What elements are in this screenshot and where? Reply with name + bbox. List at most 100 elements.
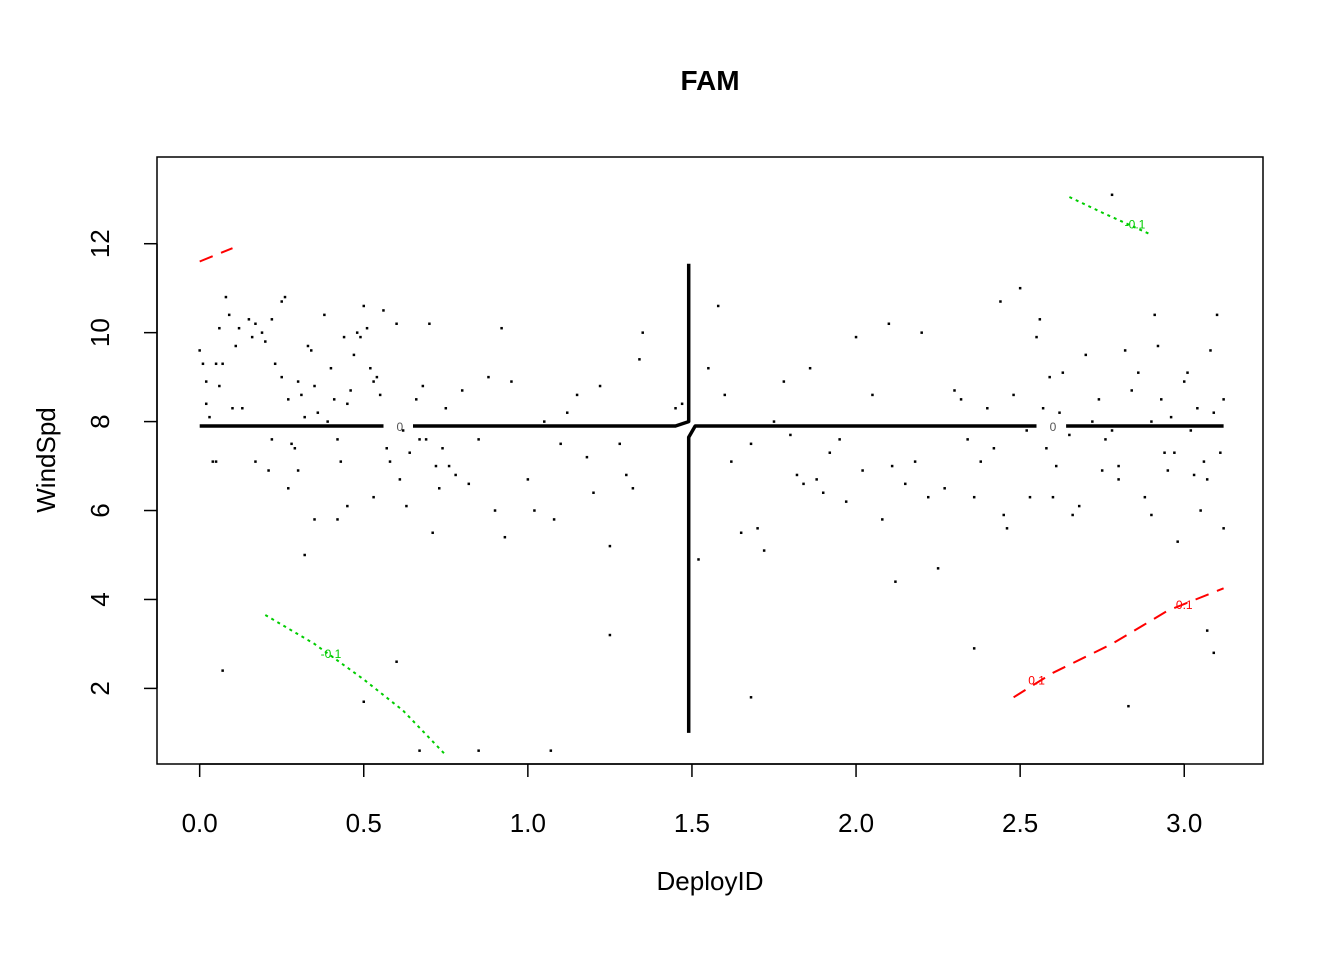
data-point: [415, 398, 418, 401]
data-point: [303, 415, 306, 419]
data-point: [441, 447, 444, 450]
data-point: [526, 478, 530, 481]
data-point: [730, 460, 733, 463]
data-point: [782, 380, 786, 383]
data-point: [500, 326, 503, 330]
data-point: [1041, 406, 1045, 410]
data-point: [405, 504, 408, 508]
data-point: [352, 353, 356, 357]
contour-line: [199, 247, 233, 263]
data-point: [444, 406, 448, 410]
data-point: [346, 402, 349, 406]
data-point: [1084, 353, 1088, 357]
data-point: [1212, 411, 1216, 414]
data-point: [287, 487, 290, 490]
data-point: [477, 749, 480, 752]
data-point: [270, 438, 274, 441]
data-point: [447, 464, 451, 468]
data-point: [887, 322, 891, 326]
data-point: [1071, 513, 1074, 517]
data-point: [972, 495, 976, 499]
data-point: [549, 749, 553, 752]
x-tick-label: 0.0: [182, 808, 218, 838]
data-point: [592, 491, 595, 494]
data-point: [1215, 313, 1219, 317]
data-point: [1110, 193, 1114, 197]
contour-label: -0.1: [1125, 218, 1146, 232]
data-point: [1012, 393, 1015, 397]
data-point: [221, 669, 224, 672]
data-point: [293, 447, 297, 450]
data-point: [739, 531, 743, 535]
x-tick-label: 2.0: [838, 808, 874, 838]
data-point: [237, 326, 241, 330]
data-point: [641, 331, 644, 334]
data-point: [362, 700, 366, 703]
data-point: [316, 411, 320, 414]
data-point: [408, 451, 411, 454]
data-point: [815, 478, 818, 481]
data-point: [267, 469, 270, 472]
data-point: [1169, 415, 1173, 419]
data-point: [533, 509, 536, 512]
data-point: [1212, 651, 1216, 655]
y-tick-label: 10: [85, 318, 115, 347]
data-point: [382, 309, 385, 312]
data-point: [218, 384, 221, 388]
data-point: [1163, 451, 1166, 454]
data-point: [1005, 527, 1009, 530]
data-point: [926, 495, 930, 499]
data-point: [1137, 371, 1140, 374]
data-point: [936, 567, 940, 570]
data-point: [1028, 495, 1032, 499]
data-point: [421, 384, 425, 388]
data-point: [1123, 349, 1127, 352]
data-point: [231, 406, 234, 410]
data-point: [979, 460, 983, 463]
data-point: [1173, 451, 1176, 454]
data-point: [1051, 495, 1055, 499]
data-point: [395, 322, 398, 326]
data-point: [260, 331, 264, 334]
data-point: [510, 380, 513, 383]
data-point: [1054, 464, 1058, 468]
data-point: [762, 549, 766, 552]
data-point: [362, 424, 366, 428]
data-point: [1058, 411, 1061, 414]
y-axis: 2 4 6 8 10 12: [85, 229, 158, 696]
data-point: [201, 362, 205, 366]
x-axis-label: DeployID: [657, 866, 764, 896]
data-point: [467, 482, 471, 486]
data-point: [1222, 398, 1225, 401]
data-point: [1153, 313, 1156, 317]
data-point: [1077, 504, 1081, 508]
data-point: [300, 393, 303, 397]
data-point: [1209, 349, 1212, 352]
data-point: [359, 335, 362, 339]
data-point: [198, 349, 201, 352]
contour-label: -0.1: [321, 647, 342, 661]
data-point: [204, 402, 208, 406]
contour-line: [1013, 587, 1224, 699]
data-point: [487, 375, 490, 379]
data-point: [838, 438, 841, 441]
data-point: [385, 447, 388, 450]
data-point: [575, 393, 579, 397]
data-point: [943, 487, 946, 490]
data-point: [323, 313, 326, 317]
data-point: [972, 647, 976, 650]
data-point: [516, 424, 520, 428]
data-point: [224, 295, 228, 299]
data-point: [828, 451, 832, 454]
data-point: [493, 509, 497, 512]
data-point: [966, 438, 969, 441]
chart-title: FAM: [680, 65, 739, 96]
data-point: [992, 447, 996, 450]
data-point: [460, 389, 464, 392]
data-point: [254, 460, 257, 463]
data-point: [1222, 527, 1225, 530]
data-point: [437, 487, 441, 490]
data-point: [241, 406, 244, 410]
contour-line: [413, 263, 691, 428]
data-point: [214, 362, 218, 366]
